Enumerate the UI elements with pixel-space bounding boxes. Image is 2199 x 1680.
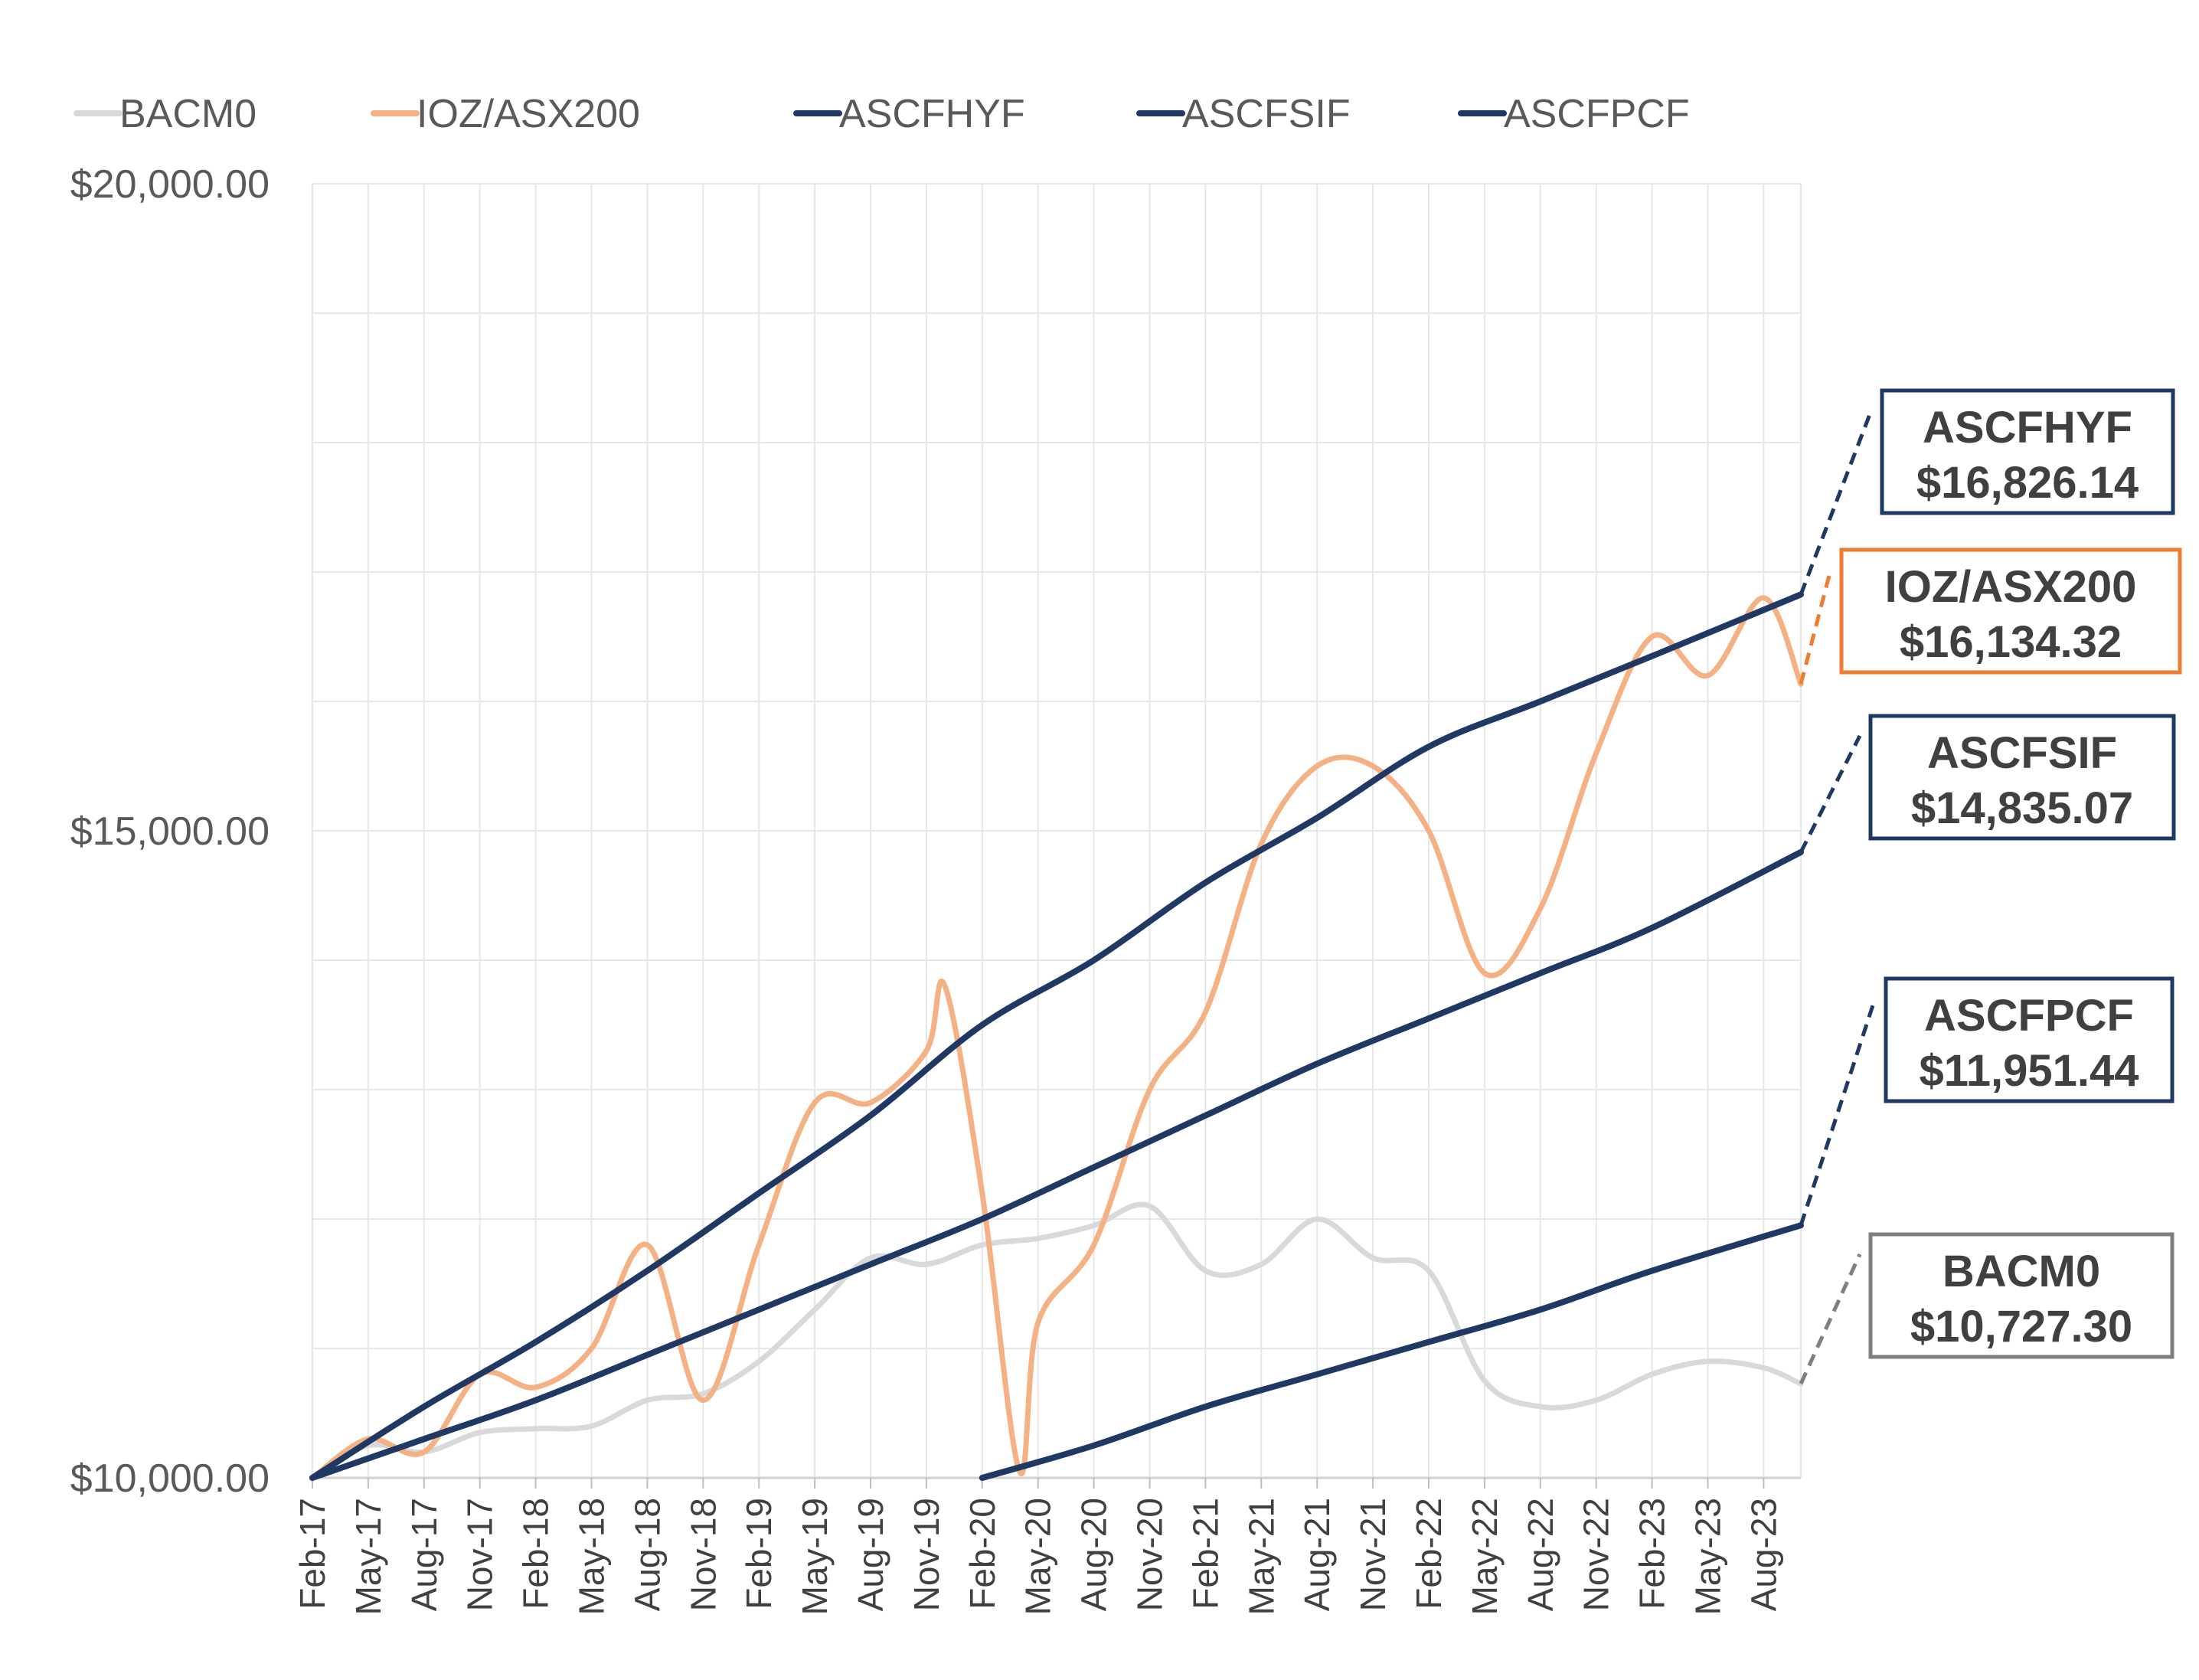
- x-tick-label: May-21: [1241, 1498, 1281, 1615]
- legend-item: ASCFPCF: [1458, 92, 1690, 136]
- x-tick-label: Nov-22: [1577, 1498, 1616, 1611]
- callout-box: [1880, 388, 2175, 515]
- callout-name: BACM0: [1943, 1247, 2100, 1296]
- y-axis-ticks: $20,000.00 $15,000.00 $10,000.00: [70, 162, 270, 1501]
- legend: BACM0 IOZ/ASX200 ASCFHYF ASCFSIF ASCFPCF: [74, 92, 1690, 136]
- callout-box: [1868, 1232, 2174, 1359]
- x-tick-label: Aug-23: [1743, 1498, 1783, 1611]
- legend-label: ASCFSIF: [1182, 92, 1351, 136]
- y-tick-label: $20,000.00: [70, 162, 270, 207]
- x-tick-label: May-23: [1688, 1498, 1728, 1615]
- x-tick-label: Feb-17: [292, 1498, 332, 1610]
- legend-label: ASCFPCF: [1504, 92, 1690, 136]
- callout-ioz-asx200: IOZ/ASX200$16,134.32: [1799, 547, 2182, 685]
- callout-value: $16,134.32: [1900, 617, 2122, 667]
- y-tick-label: $10,000.00: [70, 1456, 270, 1501]
- x-tick-label: Aug-20: [1074, 1498, 1114, 1611]
- series-lines: [309, 591, 1804, 1481]
- series-line-ascfpcf: [979, 1222, 1804, 1481]
- callout-value: $16,826.14: [1916, 458, 2139, 508]
- callout-ascfpcf: ASCFPCF$11,951.44: [1799, 976, 2174, 1226]
- series-line-ioz-asx200: [309, 595, 1804, 1481]
- x-tick-label: May-17: [348, 1498, 388, 1615]
- x-tick-label: Aug-21: [1297, 1498, 1337, 1611]
- x-tick-label: Aug-19: [851, 1498, 890, 1611]
- legend-label: IOZ/ASX200: [417, 92, 640, 136]
- x-tick-label: Aug-22: [1521, 1498, 1560, 1611]
- y-tick-label: $15,000.00: [70, 809, 270, 854]
- series-line-bacm0: [309, 1201, 1804, 1481]
- legend-label: BACM0: [119, 92, 256, 136]
- x-tick-label: May-20: [1018, 1498, 1058, 1615]
- callout-ascfsif: ASCFSIF$14,835.07: [1799, 714, 2176, 854]
- x-tick-label: Aug-18: [627, 1498, 667, 1611]
- legend-item: ASCFSIF: [1136, 92, 1351, 136]
- series-line-ascfsif: [309, 848, 1804, 1481]
- callout-value: $10,727.30: [1910, 1302, 2132, 1352]
- callout-leader-line: [1799, 410, 1874, 596]
- callout-name: ASCFHYF: [1923, 403, 2132, 453]
- callout-name: IOZ/ASX200: [1885, 562, 2137, 612]
- callouts: ASCFHYF$16,826.14IOZ/ASX200$16,134.32ASC…: [1799, 388, 2182, 1385]
- callout-value: $11,951.44: [1919, 1046, 2139, 1096]
- series-line-ascfhyf: [309, 591, 1804, 1481]
- callout-box: [1839, 547, 2182, 675]
- x-tick-label: Feb-19: [739, 1498, 779, 1610]
- x-tick-label: May-19: [795, 1498, 835, 1615]
- legend-label: ASCFHYF: [839, 92, 1025, 136]
- x-tick-label: May-22: [1465, 1498, 1505, 1615]
- x-tick-label: Feb-21: [1185, 1498, 1225, 1610]
- x-tick-label: Nov-19: [907, 1498, 946, 1611]
- callout-ascfhyf: ASCFHYF$16,826.14: [1799, 388, 2175, 596]
- callout-bacm0: BACM0 $10,727.30: [1799, 1232, 2174, 1385]
- callout-value: $14,835.07: [1911, 783, 2133, 833]
- x-tick-label: Nov-17: [460, 1498, 500, 1611]
- callout-name: ASCFPCF: [1924, 991, 2134, 1041]
- x-tick-label: May-18: [572, 1498, 612, 1615]
- x-tick-label: Feb-23: [1632, 1498, 1672, 1610]
- callout-box: [1868, 714, 2176, 841]
- x-tick-label: Nov-20: [1130, 1498, 1170, 1611]
- x-tick-label: Feb-22: [1409, 1498, 1449, 1610]
- legend-item: ASCFHYF: [793, 92, 1025, 136]
- x-tick-label: Feb-18: [516, 1498, 556, 1610]
- x-tick-label: Nov-21: [1353, 1498, 1393, 1611]
- legend-item: BACM0: [74, 92, 256, 136]
- x-tick-label: Nov-18: [683, 1498, 723, 1611]
- callout-box: [1884, 976, 2174, 1103]
- x-tick-label: Aug-17: [404, 1498, 444, 1611]
- callout-leader-line: [1799, 1253, 1862, 1385]
- callout-leader-line: [1799, 998, 1877, 1226]
- x-axis-ticks: Feb-17 May-17 Aug-17 Nov-17 Feb-18 May-18 Aug-…: [292, 1478, 1783, 1615]
- callout-name: ASCFSIF: [1927, 728, 2117, 778]
- legend-item: IOZ/ASX200: [371, 92, 640, 136]
- callout-leader-line: [1799, 734, 1862, 854]
- gridlines: [312, 183, 1802, 1479]
- x-tick-label: Feb-20: [962, 1498, 1002, 1610]
